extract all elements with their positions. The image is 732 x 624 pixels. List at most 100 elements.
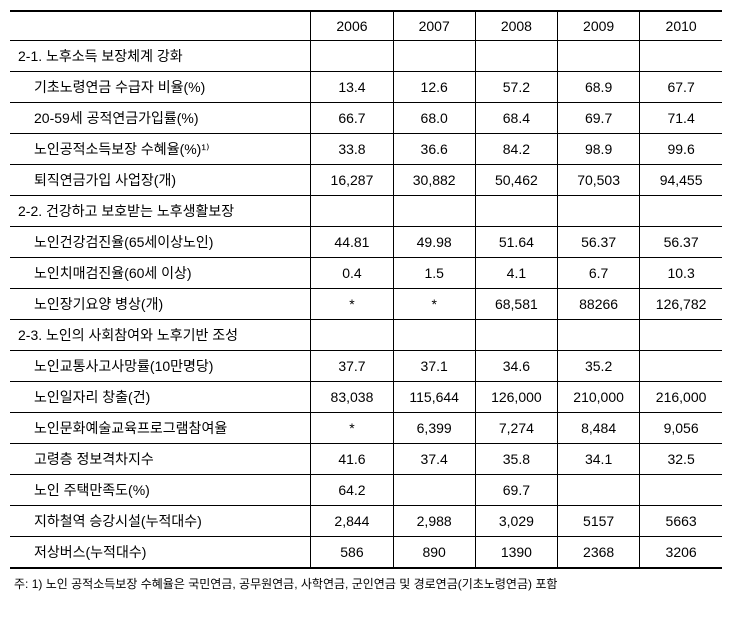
row-label: 20-59세 공적연금가입률(%) — [10, 103, 311, 134]
data-cell: * — [311, 413, 393, 444]
data-cell: 69.7 — [475, 475, 557, 506]
row-label: 노인 주택만족도(%) — [10, 475, 311, 506]
row-label: 노인교통사고사망률(10만명당) — [10, 351, 311, 382]
table-row: 지하철역 승강시설(누적대수)2,8442,9883,02951575663 — [10, 506, 722, 537]
data-cell: 68.0 — [393, 103, 475, 134]
data-cell: 126,782 — [640, 289, 722, 320]
data-cell: 41.6 — [311, 444, 393, 475]
data-cell: 68.9 — [558, 72, 640, 103]
data-cell: 37.1 — [393, 351, 475, 382]
data-cell: 2,844 — [311, 506, 393, 537]
section-header-row: 2-1. 노후소득 보장체계 강화 — [10, 41, 722, 72]
data-cell: 64.2 — [311, 475, 393, 506]
data-cell: 7,274 — [475, 413, 557, 444]
table-row: 노인건강검진율(65세이상노인)44.8149.9851.6456.3756.3… — [10, 227, 722, 258]
empty-cell — [393, 41, 475, 72]
table-row: 노인교통사고사망률(10만명당)37.737.134.635.2 — [10, 351, 722, 382]
data-cell: 44.81 — [311, 227, 393, 258]
table-row: 퇴직연금가입 사업장(개)16,28730,88250,46270,50394,… — [10, 165, 722, 196]
data-cell: 56.37 — [640, 227, 722, 258]
data-cell: 69.7 — [558, 103, 640, 134]
data-cell: 88266 — [558, 289, 640, 320]
row-label: 노인문화예술교육프로그램참여율 — [10, 413, 311, 444]
empty-cell — [393, 320, 475, 351]
data-cell: 67.7 — [640, 72, 722, 103]
section-header-row: 2-3. 노인의 사회참여와 노후기반 조성 — [10, 320, 722, 351]
table-row: 기초노령연금 수급자 비율(%)13.412.657.268.967.7 — [10, 72, 722, 103]
table-row: 노인 주택만족도(%)64.2 69.7 — [10, 475, 722, 506]
table-row: 고령층 정보격차지수41.637.435.834.132.5 — [10, 444, 722, 475]
header-year: 2007 — [393, 11, 475, 41]
header-row: 2006 2007 2008 2009 2010 — [10, 11, 722, 41]
data-cell: 216,000 — [640, 382, 722, 413]
empty-cell — [558, 320, 640, 351]
data-cell: 57.2 — [475, 72, 557, 103]
section-title: 2-2. 건강하고 보호받는 노후생활보장 — [10, 196, 311, 227]
row-label: 노인치매검진율(60세 이상) — [10, 258, 311, 289]
data-cell: 34.6 — [475, 351, 557, 382]
row-label: 노인장기요양 병상(개) — [10, 289, 311, 320]
data-cell: 9,056 — [640, 413, 722, 444]
data-cell — [640, 475, 722, 506]
data-table: 2006 2007 2008 2009 2010 2-1. 노후소득 보장체계 … — [10, 10, 722, 569]
data-cell: 16,287 — [311, 165, 393, 196]
data-cell: 56.37 — [558, 227, 640, 258]
section-title: 2-1. 노후소득 보장체계 강화 — [10, 41, 311, 72]
data-cell: 36.6 — [393, 134, 475, 165]
data-cell: 37.7 — [311, 351, 393, 382]
data-cell: 13.4 — [311, 72, 393, 103]
table-row: 노인문화예술교육프로그램참여율*6,3997,2748,4849,056 — [10, 413, 722, 444]
empty-cell — [640, 196, 722, 227]
data-cell: 37.4 — [393, 444, 475, 475]
table-row: 20-59세 공적연금가입률(%)66.768.068.469.771.4 — [10, 103, 722, 134]
data-cell: 2368 — [558, 537, 640, 569]
data-cell: * — [311, 289, 393, 320]
data-cell: 71.4 — [640, 103, 722, 134]
section-header-row: 2-2. 건강하고 보호받는 노후생활보장 — [10, 196, 722, 227]
row-label: 노인일자리 창출(건) — [10, 382, 311, 413]
data-cell: 1390 — [475, 537, 557, 569]
row-label: 저상버스(누적대수) — [10, 537, 311, 569]
row-label: 지하철역 승강시설(누적대수) — [10, 506, 311, 537]
data-cell: 115,644 — [393, 382, 475, 413]
empty-cell — [393, 196, 475, 227]
data-cell: 83,038 — [311, 382, 393, 413]
empty-cell — [311, 41, 393, 72]
data-cell: * — [393, 289, 475, 320]
table-row: 노인공적소득보장 수혜율(%)¹⁾33.836.684.298.999.6 — [10, 134, 722, 165]
data-cell — [393, 475, 475, 506]
data-cell: 70,503 — [558, 165, 640, 196]
section-title: 2-3. 노인의 사회참여와 노후기반 조성 — [10, 320, 311, 351]
header-blank — [10, 11, 311, 41]
table-row: 노인치매검진율(60세 이상)0.41.54.16.710.3 — [10, 258, 722, 289]
empty-cell — [311, 320, 393, 351]
data-cell: 3206 — [640, 537, 722, 569]
footnote: 주: 1) 노인 공적소득보장 수혜율은 국민연금, 공무원연금, 사학연금, … — [10, 575, 722, 592]
empty-cell — [558, 196, 640, 227]
data-cell: 210,000 — [558, 382, 640, 413]
empty-cell — [475, 41, 557, 72]
row-label: 퇴직연금가입 사업장(개) — [10, 165, 311, 196]
table-row: 저상버스(누적대수)586890139023683206 — [10, 537, 722, 569]
data-cell: 8,484 — [558, 413, 640, 444]
data-cell: 2,988 — [393, 506, 475, 537]
data-cell: 586 — [311, 537, 393, 569]
row-label: 노인공적소득보장 수혜율(%)¹⁾ — [10, 134, 311, 165]
data-cell — [558, 475, 640, 506]
data-cell: 12.6 — [393, 72, 475, 103]
empty-cell — [640, 320, 722, 351]
data-cell: 1.5 — [393, 258, 475, 289]
table-row: 노인일자리 창출(건)83,038115,644126,000210,00021… — [10, 382, 722, 413]
data-cell: 66.7 — [311, 103, 393, 134]
data-cell: 50,462 — [475, 165, 557, 196]
data-cell: 98.9 — [558, 134, 640, 165]
data-cell: 0.4 — [311, 258, 393, 289]
data-cell: 49.98 — [393, 227, 475, 258]
row-label: 노인건강검진율(65세이상노인) — [10, 227, 311, 258]
data-cell — [640, 351, 722, 382]
header-year: 2006 — [311, 11, 393, 41]
row-label: 기초노령연금 수급자 비율(%) — [10, 72, 311, 103]
data-cell: 32.5 — [640, 444, 722, 475]
data-cell: 99.6 — [640, 134, 722, 165]
table-row: 노인장기요양 병상(개)**68,58188266126,782 — [10, 289, 722, 320]
